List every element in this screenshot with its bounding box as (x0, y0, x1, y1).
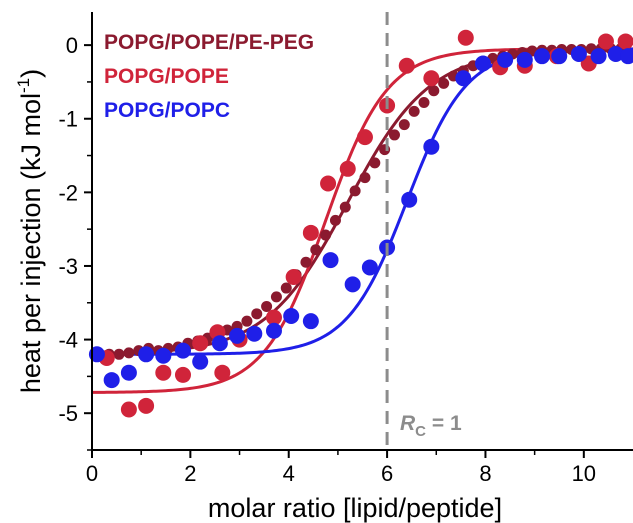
data-point-popg-pope-pe-peg-27 (359, 172, 371, 184)
data-point-popg-pope-4 (174, 366, 191, 383)
data-point-popg-popc-7 (211, 335, 228, 352)
y-axis-title-sup: -1 (14, 78, 33, 93)
data-point-popg-pope-14 (356, 129, 373, 146)
data-point-popg-popc-5 (174, 342, 191, 359)
data-point-popg-popc-9 (246, 325, 263, 342)
data-point-popg-pope-pe-peg-15 (241, 315, 253, 327)
y-axis-title-end: ) (16, 69, 46, 78)
x-axis-title: molar ratio [lipid/peptide] (208, 493, 502, 523)
data-point-popg-popc-27 (607, 45, 624, 62)
data-point-popg-popc-13 (322, 252, 339, 269)
y-tick-label: -3 (58, 254, 78, 279)
data-point-popg-popc-8 (229, 327, 246, 344)
data-point-popg-pope-24 (617, 33, 633, 50)
data-point-popg-popc-20 (475, 55, 491, 72)
x-tick-label: 4 (283, 461, 295, 486)
data-point-popg-popc-3 (138, 346, 155, 363)
rc-annotation: RC = 1 (400, 412, 462, 440)
data-point-popg-pope-pe-peg-28 (369, 157, 381, 169)
data-point-popg-pope-1 (120, 401, 137, 418)
x-tick-label: 0 (86, 461, 98, 486)
data-point-popg-popc-11 (283, 308, 300, 325)
data-point-popg-popc-18 (423, 138, 440, 155)
fit-curve-popg-pope-pe-peg (91, 49, 633, 356)
y-tick-label: -4 (58, 328, 78, 353)
y-tick-label: -1 (58, 107, 78, 132)
data-point-popg-pope-pe-peg-35 (438, 77, 450, 89)
rc-equals: = 1 (426, 412, 462, 435)
data-point-popg-pope-pe-peg-26 (349, 185, 361, 197)
y-axis-title-main: heat per injection (kJ mol (16, 93, 46, 393)
data-point-popg-popc-15 (361, 259, 378, 276)
data-point-popg-pope-12 (320, 175, 337, 192)
data-point-popg-pope-11 (302, 224, 319, 241)
x-tick-label: 8 (479, 461, 491, 486)
data-point-popg-popc-25 (570, 45, 587, 62)
data-point-popg-pope-pe-peg-30 (388, 129, 400, 141)
data-point-popg-pope-pe-peg-17 (261, 300, 273, 312)
data-point-popg-popc-4 (155, 347, 172, 364)
data-point-popg-pope-pe-peg-19 (280, 282, 292, 294)
x-tick-label: 10 (572, 461, 596, 486)
data-point-popg-pope-10 (285, 269, 302, 286)
data-point-popg-pope-pe-peg-3 (123, 347, 135, 359)
legend-label-popg-popc: POPG/POPC (104, 99, 230, 122)
data-point-popg-pope-pe-peg-31 (398, 119, 410, 131)
y-tick-label: 0 (66, 33, 78, 58)
x-tick-label: 6 (381, 461, 393, 486)
data-point-popg-pope-18 (457, 29, 474, 46)
data-point-popg-popc-10 (265, 322, 282, 339)
data-point-popg-popc-24 (551, 48, 568, 65)
rc-symbol: R (400, 412, 416, 435)
data-point-popg-pope-pe-peg-21 (300, 256, 312, 268)
data-point-popg-pope-16 (398, 57, 415, 74)
data-point-popg-pope-2 (138, 397, 155, 414)
data-point-popg-pope-3 (155, 364, 172, 381)
y-tick-label: -5 (58, 401, 78, 426)
data-point-popg-pope-23 (597, 33, 614, 50)
data-point-popg-pope-pe-peg-34 (428, 85, 440, 97)
data-point-popg-popc-6 (192, 353, 209, 370)
data-point-popg-pope-pe-peg-23 (320, 229, 332, 241)
data-point-popg-popc-22 (516, 51, 533, 68)
legend: POPG/POPE/PE-PEG POPG/POPE POPG/POPC (104, 31, 314, 122)
series-popg-pope (98, 29, 633, 418)
data-point-popg-popc-12 (302, 313, 319, 330)
series-popg-popc (88, 45, 633, 389)
data-point-popg-popc-23 (534, 48, 551, 65)
data-point-popg-popc-2 (120, 364, 137, 381)
data-point-popg-popc-14 (344, 276, 361, 293)
data-point-popg-pope-pe-peg-32 (408, 105, 420, 117)
data-point-popg-pope-pe-peg-16 (251, 308, 263, 320)
data-layer (88, 29, 633, 418)
legend-label-popg-pope: POPG/POPE (104, 65, 229, 88)
data-point-popg-pope-17 (423, 70, 440, 87)
data-point-popg-popc-1 (103, 372, 120, 389)
data-point-popg-pope-7 (214, 364, 231, 381)
data-point-popg-pope-13 (339, 160, 356, 177)
data-point-popg-popc-28 (620, 48, 633, 65)
axes: 0 2 4 6 8 10 0 -1 -2 -3 -4 -5 (58, 12, 633, 486)
data-point-popg-pope-9 (265, 309, 282, 326)
y-axis-title: heat per injection (kJ mol-1) (14, 69, 46, 393)
data-point-popg-pope-pe-peg-22 (310, 244, 322, 256)
fit-curve-popg-popc (92, 47, 633, 356)
data-point-popg-popc-17 (401, 191, 418, 208)
series-popg-pope-pe-peg (93, 43, 627, 360)
y-tick-label: -2 (58, 180, 78, 205)
data-point-popg-pope-pe-peg-33 (418, 97, 430, 109)
rc-subscript: C (415, 423, 426, 440)
data-point-popg-pope-5 (192, 335, 209, 352)
data-point-popg-pope-pe-peg-25 (339, 201, 351, 213)
data-point-popg-pope-pe-peg-18 (270, 291, 282, 303)
x-tick-label: 2 (184, 461, 196, 486)
data-point-popg-pope-pe-peg-2 (113, 348, 125, 360)
data-point-popg-popc-21 (497, 51, 514, 68)
data-point-popg-pope-pe-peg-24 (329, 214, 341, 226)
data-point-popg-popc-19 (455, 70, 472, 87)
legend-label-popg-pope-pe-peg: POPG/POPE/PE-PEG (104, 31, 314, 54)
data-point-popg-popc-26 (590, 48, 607, 65)
